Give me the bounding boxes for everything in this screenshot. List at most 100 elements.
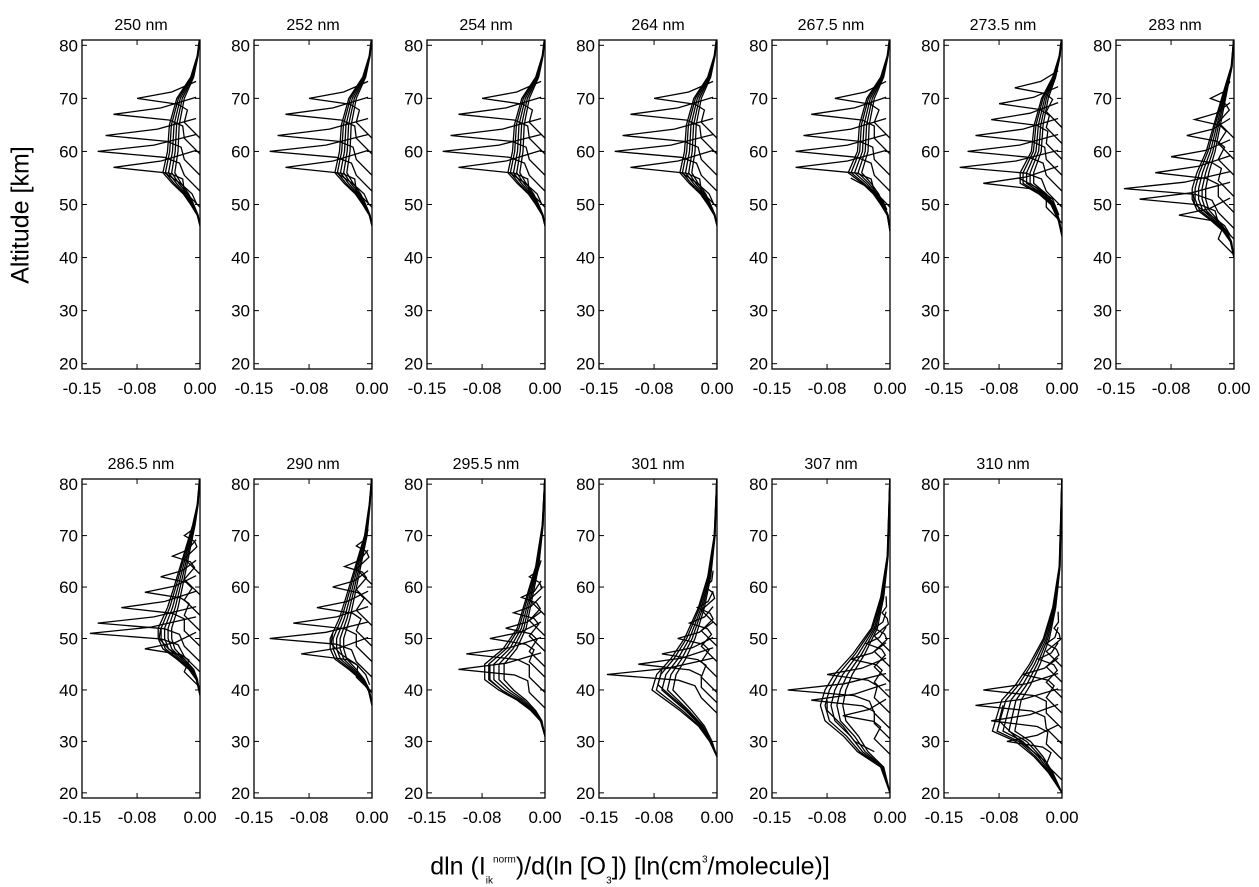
kernel-peak <box>1014 70 1062 129</box>
kernel-peak <box>1045 611 1062 668</box>
y-tick-label: 50 <box>1093 196 1112 215</box>
kernel-envelope <box>842 479 890 794</box>
panel: 252 nm 20 30 40 50 60 70 80 -0.15 -0.08 0.00 <box>231 17 388 398</box>
x-tick-label: 0.00 <box>183 808 216 827</box>
kernel-bulge <box>657 669 710 737</box>
kernel-peak <box>1036 642 1062 699</box>
x-tick-label: 0.00 <box>1217 379 1250 398</box>
y-tick-label: 30 <box>231 302 250 321</box>
x-axis-label: dln (Iiknorm)/d(ln [O3]) [ln(cm3/molecul… <box>430 852 830 887</box>
kernel-envelope <box>836 479 890 794</box>
y-tick-label: 80 <box>404 475 423 494</box>
kernel-curves <box>614 40 717 226</box>
x-tick-label: 0.00 <box>700 379 733 398</box>
y-tick-label: 20 <box>404 784 423 803</box>
y-tick-label: 70 <box>404 89 423 108</box>
kernel-peak <box>97 133 200 192</box>
kernel-envelope <box>651 479 717 758</box>
kernel-envelope <box>1029 40 1062 237</box>
panel: 290 nm 20 30 40 50 60 70 80 -0.15 -0.08 0.00 <box>231 456 388 827</box>
y-tick-label: 20 <box>59 784 78 803</box>
kernel-peak <box>170 539 200 596</box>
kernel-peak <box>606 657 717 714</box>
y-tick-label: 20 <box>921 355 940 374</box>
y-tick-label: 60 <box>921 578 940 597</box>
kernel-peak <box>998 86 1062 144</box>
kernel-peak <box>975 688 1062 745</box>
y-tick-label: 80 <box>749 475 768 494</box>
kernel-peak <box>113 149 200 208</box>
y-tick-label: 60 <box>921 142 940 161</box>
y-tick-label: 40 <box>231 681 250 700</box>
kernel-envelope <box>666 479 717 758</box>
x-tick-label: -0.15 <box>925 379 964 398</box>
y-tick-label: 70 <box>576 527 595 546</box>
x-tick-label: -0.08 <box>118 808 157 827</box>
kernel-envelope <box>991 479 1062 794</box>
kernel-envelope <box>484 479 545 737</box>
plot-frame <box>943 39 1063 370</box>
kernel-peak <box>442 133 545 192</box>
kernel-curves <box>787 479 890 794</box>
plot-frame <box>598 478 718 799</box>
kernel-peak <box>489 621 545 678</box>
kernel-peak <box>803 117 890 176</box>
y-tick-label: 40 <box>59 681 78 700</box>
y-tick-label: 60 <box>749 142 768 161</box>
y-tick-label: 60 <box>59 578 78 597</box>
kernel-envelope <box>679 40 717 226</box>
kernel-peak <box>1178 197 1234 256</box>
y-tick-label: 50 <box>59 196 78 215</box>
y-tick-label: 80 <box>749 36 768 55</box>
y-tick-label: 40 <box>404 681 423 700</box>
y-tick-label: 40 <box>749 681 768 700</box>
x-tick-label: -0.08 <box>118 379 157 398</box>
y-tick-label: 40 <box>404 249 423 268</box>
y-tick-label: 40 <box>576 249 595 268</box>
kernel-peak <box>113 96 200 155</box>
x-tick-label: 0.00 <box>183 379 216 398</box>
x-tick-label: -0.08 <box>463 808 502 827</box>
kernel-envelope <box>343 479 372 706</box>
y-tick-label: 30 <box>231 732 250 751</box>
panel-title: 273.5 nm <box>970 17 1037 34</box>
y-tick-label: 20 <box>59 355 78 374</box>
kernel-peak <box>1155 155 1234 213</box>
y-tick-label: 80 <box>231 36 250 55</box>
y-tick-label: 60 <box>576 142 595 161</box>
panel: 307 nm 20 30 40 50 60 70 80 -0.15 -0.08 0.00 <box>749 456 906 827</box>
y-tick-label: 80 <box>576 36 595 55</box>
kernel-curves <box>975 479 1062 794</box>
y-tick-label: 20 <box>404 355 423 374</box>
x-tick-label: 0.00 <box>700 808 733 827</box>
y-tick-label: 30 <box>1093 302 1112 321</box>
panel: 264 nm 20 30 40 50 60 70 80 -0.15 -0.08 0.00 <box>576 17 733 398</box>
y-tick-label: 80 <box>404 36 423 55</box>
y-tick-label: 60 <box>749 578 768 597</box>
kernel-envelope <box>1025 40 1062 237</box>
y-tick-label: 70 <box>576 89 595 108</box>
x-tick-label: 0.00 <box>355 379 388 398</box>
kernel-peak <box>458 96 545 155</box>
y-tick-label: 30 <box>576 732 595 751</box>
y-tick-label: 40 <box>231 249 250 268</box>
kernel-peak <box>505 611 545 668</box>
kernel-peak <box>458 652 545 709</box>
y-tick-label: 80 <box>921 36 940 55</box>
kernel-envelope <box>672 479 717 758</box>
kernel-bulge <box>489 664 541 722</box>
y-tick-label: 50 <box>749 630 768 649</box>
panel-title: 286.5 nm <box>108 456 175 473</box>
x-tick-label: -0.15 <box>235 808 274 827</box>
x-tick-label: -0.08 <box>980 379 1019 398</box>
y-tick-label: 30 <box>59 732 78 751</box>
y-tick-label: 40 <box>921 249 940 268</box>
kernel-peak <box>285 149 372 208</box>
kernel-curves <box>795 40 890 232</box>
kernel-peak <box>301 636 372 693</box>
y-tick-label: 50 <box>749 196 768 215</box>
kernel-curves <box>606 479 717 758</box>
y-tick-label: 40 <box>59 249 78 268</box>
y-tick-label: 60 <box>231 142 250 161</box>
x-tick-label: -0.15 <box>1097 379 1136 398</box>
